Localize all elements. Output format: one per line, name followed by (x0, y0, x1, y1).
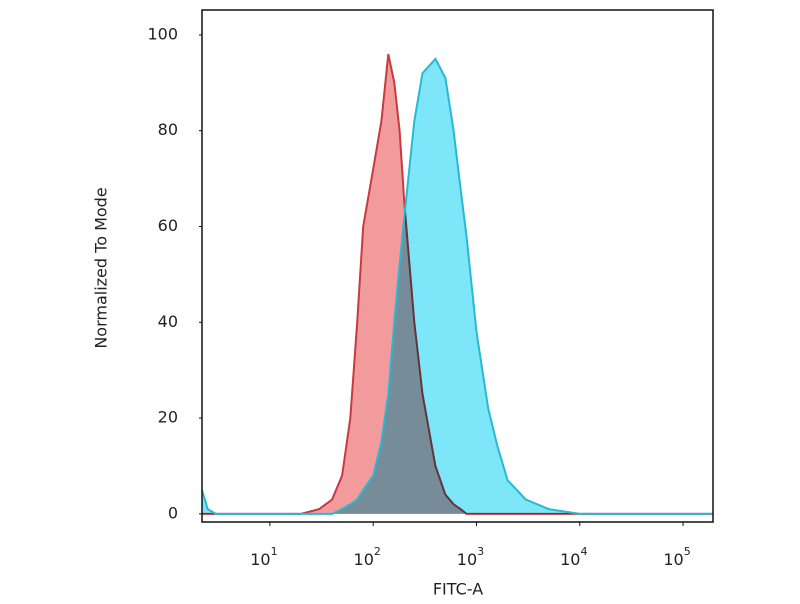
x-tick-base: 10 (354, 550, 374, 569)
x-tick-base: 10 (250, 550, 270, 569)
x-tick-base: 10 (663, 550, 683, 569)
series-line (201, 57, 713, 515)
x-tick-exponent: 2 (374, 545, 381, 558)
x-tick-label: 103 (457, 545, 484, 569)
x-axis-label: FITC-A (433, 580, 483, 599)
x-tick-exponent: 5 (684, 545, 691, 558)
series-area (202, 58, 713, 514)
x-tick-exponent: 1 (271, 545, 278, 558)
y-tick-label: 100 (147, 24, 178, 43)
x-tick-base: 10 (457, 550, 477, 569)
y-tick-label: 20 (158, 408, 178, 427)
y-tick-label: 40 (158, 312, 178, 331)
x-tick-exponent: 3 (477, 545, 484, 558)
y-tick-label: 0 (168, 503, 178, 522)
x-tick-label: 104 (560, 545, 587, 569)
y-tick-label: 80 (158, 120, 178, 139)
series-line (202, 53, 713, 515)
x-tick-label: 105 (663, 545, 690, 569)
y-axis-label: Normalized To Mode (92, 187, 111, 348)
x-tick-label: 102 (354, 545, 381, 569)
x-tick-label: 101 (250, 545, 277, 569)
y-tick-label: 60 (158, 216, 178, 235)
plot-frame (201, 9, 714, 523)
x-tick-exponent: 4 (580, 545, 587, 558)
x-tick-base: 10 (560, 550, 580, 569)
